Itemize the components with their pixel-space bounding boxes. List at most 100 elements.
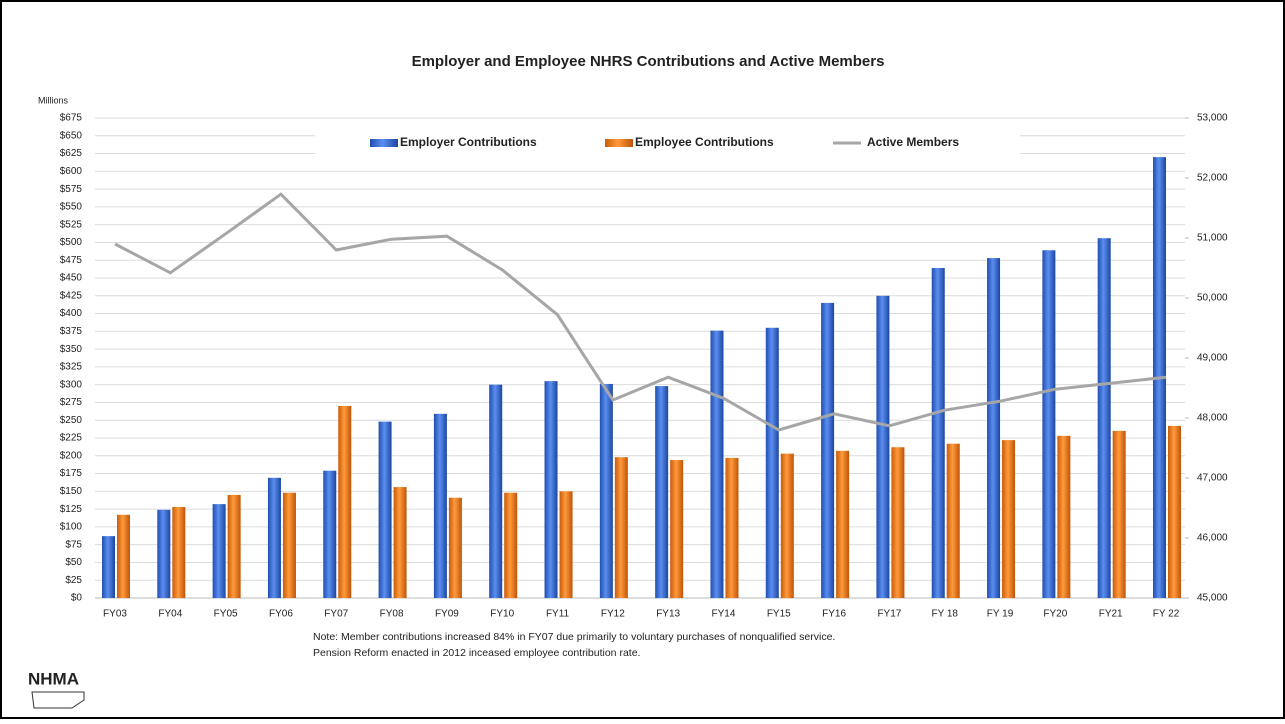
bar [836, 450, 850, 598]
x-tick-label: FY16 [822, 609, 846, 620]
bar [710, 330, 724, 598]
bar [876, 295, 890, 598]
bar [559, 491, 573, 598]
bar [1042, 250, 1056, 598]
y-tick-label: $150 [60, 486, 83, 497]
bar [378, 421, 392, 598]
y-tick-label: $225 [60, 433, 83, 444]
bar [599, 383, 613, 598]
y2-tick-label: 45,000 [1197, 593, 1228, 604]
x-tick-label: FY21 [1099, 609, 1123, 620]
y-axis-label: Millions [38, 95, 69, 105]
y-tick-label: $550 [60, 202, 83, 213]
y2-tick-label: 52,000 [1197, 173, 1228, 184]
y-tick-label: $100 [60, 522, 83, 533]
x-tick-label: FY11 [546, 609, 570, 620]
x-tick-label: FY07 [324, 609, 348, 620]
legend-label: Employer Contributions [400, 135, 537, 149]
x-tick-label: FY10 [490, 609, 514, 620]
y-tick-label: $250 [60, 415, 83, 426]
x-tick-label: FY06 [269, 609, 293, 620]
x-tick-label: FY14 [712, 609, 736, 620]
y2-tick-label: 53,000 [1197, 113, 1228, 124]
legend-label: Active Members [867, 135, 959, 149]
y-tick-label: $675 [60, 113, 83, 124]
bar [670, 460, 684, 598]
y-tick-label: $0 [71, 593, 83, 604]
y-tick-label: $75 [65, 539, 82, 550]
x-tick-label: FY04 [158, 609, 182, 620]
y-tick-label: $25 [65, 575, 82, 586]
y2-tick-label: 51,000 [1197, 233, 1228, 244]
y-tick-label: $175 [60, 468, 83, 479]
x-tick-label: FY09 [435, 609, 459, 620]
bar [725, 457, 739, 598]
bar [433, 413, 447, 598]
bar [117, 514, 130, 598]
bar [1057, 435, 1071, 598]
bar [655, 386, 669, 598]
bar [393, 487, 407, 598]
bar [931, 268, 945, 598]
legend-box [315, 128, 1020, 156]
y-tick-label: $50 [65, 557, 82, 568]
chart-title: Employer and Employee NHRS Contributions… [412, 53, 885, 70]
bar [544, 381, 558, 598]
bar [448, 497, 462, 598]
bar [227, 494, 241, 598]
x-tick-label: FY05 [214, 609, 238, 620]
logo: NHMA [28, 669, 85, 709]
bar [1168, 425, 1181, 598]
y-tick-label: $350 [60, 344, 83, 355]
legend-label: Employee Contributions [635, 135, 774, 149]
x-tick-label: FY 19 [987, 609, 1014, 620]
bar [338, 406, 352, 598]
bar [946, 443, 960, 598]
bar [282, 492, 296, 598]
y2-tick-label: 49,000 [1197, 353, 1228, 364]
x-tick-label: FY 18 [931, 609, 958, 620]
bar [489, 384, 503, 598]
bar [891, 447, 905, 598]
bar [1112, 430, 1126, 598]
bar [504, 492, 518, 598]
bar [821, 302, 835, 598]
y2-tick-label: 46,000 [1197, 533, 1228, 544]
y2-tick-label: 47,000 [1197, 473, 1228, 484]
x-tick-label: FY20 [1043, 609, 1067, 620]
y-tick-label: $450 [60, 273, 83, 284]
x-tick-label: FY15 [767, 609, 791, 620]
y-tick-label: $200 [60, 450, 83, 461]
x-tick-label: FY13 [656, 609, 680, 620]
y-tick-label: $300 [60, 379, 83, 390]
legend-swatch [605, 139, 633, 147]
x-tick-label: FY03 [103, 609, 127, 620]
bar [1002, 440, 1016, 598]
y-tick-label: $625 [60, 148, 83, 159]
y-tick-label: $400 [60, 308, 83, 319]
x-tick-label: FY08 [380, 609, 404, 620]
bar [987, 258, 1001, 598]
y2-tick-label: 50,000 [1197, 293, 1228, 304]
bar [172, 506, 186, 598]
logo-text: NHMA [28, 669, 79, 688]
y-tick-label: $425 [60, 290, 83, 301]
bar [102, 536, 115, 598]
y-tick-label: $500 [60, 237, 83, 248]
bar [614, 457, 628, 598]
legend-swatch [370, 139, 398, 147]
y2-tick-label: 48,000 [1197, 413, 1228, 424]
note: Note: Member contributions increased 84%… [313, 631, 835, 643]
bar [765, 327, 779, 598]
bar [157, 509, 171, 598]
x-tick-label: FY17 [877, 609, 901, 620]
line-series [114, 192, 1167, 432]
y-tick-label: $325 [60, 362, 83, 373]
bar [1097, 238, 1111, 598]
y-tick-label: $375 [60, 326, 83, 337]
y-tick-label: $125 [60, 504, 83, 515]
bar [267, 477, 281, 598]
y-tick-label: $525 [60, 219, 83, 230]
